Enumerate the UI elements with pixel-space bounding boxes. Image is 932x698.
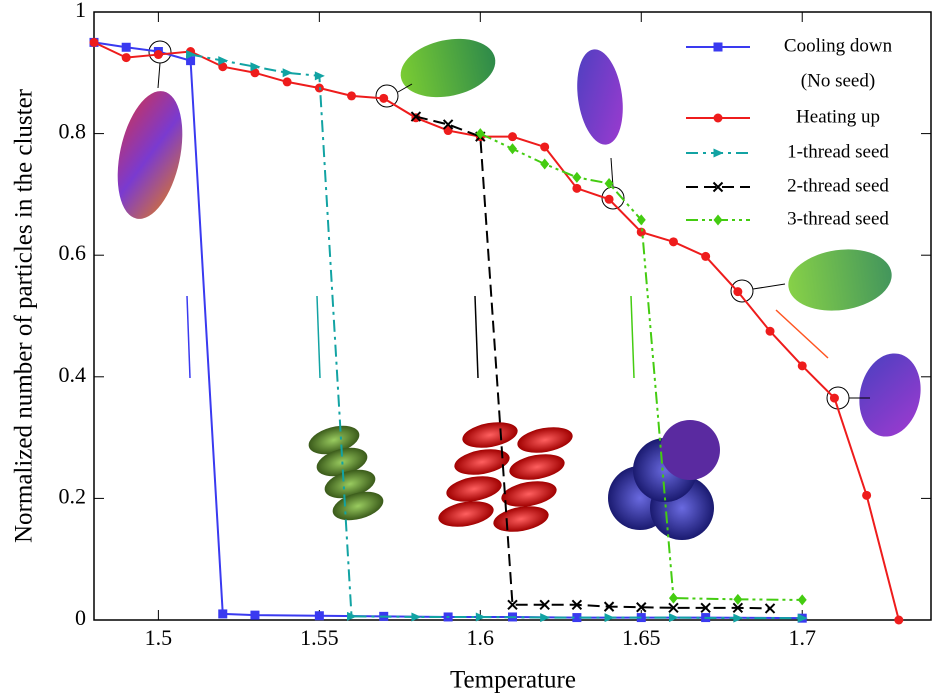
marker (797, 594, 807, 606)
marker (218, 56, 229, 66)
legend-label: 1-thread seed (787, 141, 889, 162)
marker (347, 91, 357, 101)
x-tick-label: 1.7 (788, 625, 816, 650)
marker (540, 142, 550, 152)
marker (829, 393, 839, 403)
legend-label: Heating up (796, 106, 880, 127)
marker (508, 132, 517, 142)
legend-note: (No seed) (801, 70, 875, 91)
marker (539, 599, 550, 611)
marker (282, 77, 292, 87)
marker (894, 615, 904, 625)
marker (668, 602, 679, 614)
marker (314, 71, 325, 81)
y-tick-label: 1 (75, 0, 86, 22)
marker (668, 592, 678, 604)
marker (250, 610, 260, 620)
marker (797, 361, 807, 371)
x-tick-label: 1.5 (145, 625, 173, 650)
series-line (415, 115, 771, 610)
legend-label: 3-thread seed (787, 208, 889, 229)
marker (121, 42, 131, 52)
marker (218, 62, 228, 72)
x-tick-label: 1.55 (300, 625, 339, 650)
marker (636, 227, 646, 237)
marker (712, 181, 724, 193)
marker (571, 599, 583, 611)
series-line (93, 41, 900, 621)
x-axis-label: Temperature (450, 667, 576, 694)
marker (410, 111, 422, 122)
marker (732, 602, 744, 614)
marker (765, 326, 775, 336)
marker (713, 42, 723, 52)
y-tick-label: 0.6 (59, 240, 87, 265)
marker (443, 126, 453, 136)
marker (250, 68, 260, 78)
marker (540, 613, 551, 623)
marker (572, 171, 582, 183)
marker (475, 128, 485, 140)
marker (250, 62, 261, 72)
marker (121, 53, 131, 63)
marker (89, 37, 99, 47)
marker (713, 113, 723, 123)
series-line (190, 53, 803, 620)
marker (411, 612, 422, 622)
marker (733, 287, 743, 297)
marker (700, 602, 711, 614)
marker (508, 143, 517, 155)
marker (733, 593, 743, 605)
marker (604, 177, 614, 189)
y-axis-label: Normalized number of particles in the cl… (11, 88, 38, 543)
marker (713, 148, 724, 158)
x-tick-label: 1.65 (622, 625, 661, 650)
marker (668, 613, 679, 623)
y-tick-label: 0 (75, 605, 86, 630)
marker (572, 613, 582, 623)
marker (186, 56, 196, 66)
marker (507, 599, 518, 611)
annotations (148, 40, 870, 410)
y-tick-label: 0.8 (59, 119, 87, 144)
marker (797, 613, 808, 623)
marker (186, 50, 197, 60)
marker (862, 490, 872, 500)
marker (701, 251, 711, 261)
marker (314, 611, 324, 621)
marker (603, 601, 615, 612)
marker (572, 183, 582, 193)
x-tick-label: 1.6 (467, 625, 495, 650)
marker (379, 93, 389, 103)
y-tick-label: 0.2 (59, 483, 87, 508)
y-tick-label: 0.4 (59, 362, 87, 387)
marker (636, 214, 646, 226)
marker (636, 602, 647, 613)
marker (442, 119, 454, 130)
marker (347, 611, 358, 621)
marker (218, 609, 228, 619)
series-line (479, 132, 803, 601)
legend-label: 2-thread seed (787, 175, 889, 196)
legend-label: Cooling down (784, 35, 893, 56)
marker (540, 158, 550, 170)
marker (713, 214, 723, 226)
marker (733, 613, 744, 623)
marker (282, 68, 293, 78)
marker (475, 612, 486, 622)
marker (668, 237, 678, 247)
marker (604, 613, 615, 623)
marker (604, 194, 614, 204)
marker (764, 603, 776, 614)
marker (153, 50, 163, 60)
